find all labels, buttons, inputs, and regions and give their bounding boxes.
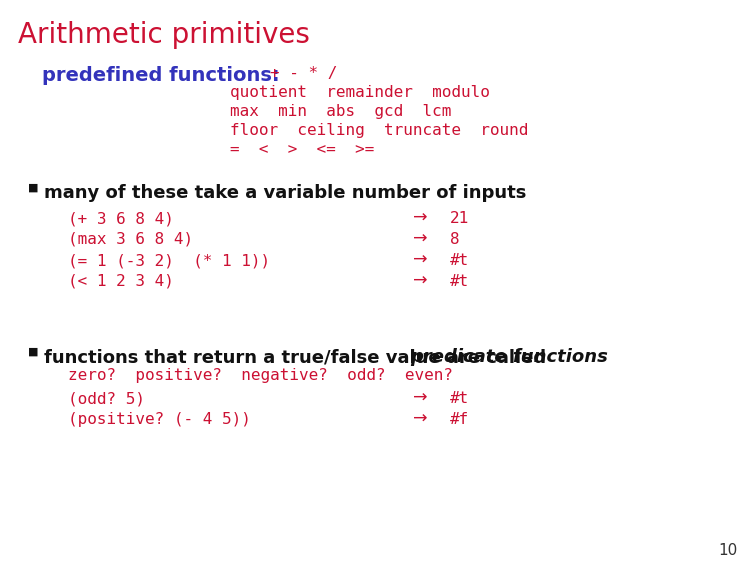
Text: =  <  >  <=  >=: = < > <= >= bbox=[230, 142, 374, 157]
Text: →: → bbox=[413, 251, 427, 269]
Text: →: → bbox=[413, 209, 427, 227]
Text: max  min  abs  gcd  lcm: max min abs gcd lcm bbox=[230, 104, 451, 119]
Text: floor  ceiling  truncate  round: floor ceiling truncate round bbox=[230, 123, 528, 138]
Text: →: → bbox=[413, 410, 427, 428]
Text: ■: ■ bbox=[28, 183, 39, 193]
Text: →: → bbox=[413, 230, 427, 248]
Text: predefined functions:: predefined functions: bbox=[42, 66, 280, 85]
Text: #t: #t bbox=[450, 391, 469, 406]
Text: #t: #t bbox=[450, 253, 469, 268]
Text: #f: #f bbox=[450, 412, 469, 427]
Text: (+ 3 6 8 4): (+ 3 6 8 4) bbox=[68, 211, 174, 226]
Text: 21: 21 bbox=[450, 211, 469, 226]
Text: + - * /: + - * / bbox=[270, 66, 337, 81]
Text: Arithmetic primitives: Arithmetic primitives bbox=[18, 21, 310, 49]
Text: (max 3 6 8 4): (max 3 6 8 4) bbox=[68, 232, 193, 247]
Text: (positive? (- 4 5)): (positive? (- 4 5)) bbox=[68, 412, 251, 427]
Text: many of these take a variable number of inputs: many of these take a variable number of … bbox=[44, 184, 526, 202]
Text: zero?  positive?  negative?  odd?  even?: zero? positive? negative? odd? even? bbox=[68, 368, 453, 383]
Text: →: → bbox=[413, 389, 427, 407]
Text: 10: 10 bbox=[719, 543, 738, 558]
Text: ■: ■ bbox=[28, 347, 39, 357]
Text: #t: #t bbox=[450, 274, 469, 289]
Text: (odd? 5): (odd? 5) bbox=[68, 391, 145, 406]
Text: functions that return a true/false value are called: functions that return a true/false value… bbox=[44, 348, 553, 366]
Text: (< 1 2 3 4): (< 1 2 3 4) bbox=[68, 274, 174, 289]
Text: →: → bbox=[413, 272, 427, 290]
Text: quotient  remainder  modulo: quotient remainder modulo bbox=[230, 85, 490, 100]
Text: 8: 8 bbox=[450, 232, 460, 247]
Text: predicate functions: predicate functions bbox=[411, 348, 609, 366]
Text: (= 1 (-3 2)  (* 1 1)): (= 1 (-3 2) (* 1 1)) bbox=[68, 253, 270, 268]
